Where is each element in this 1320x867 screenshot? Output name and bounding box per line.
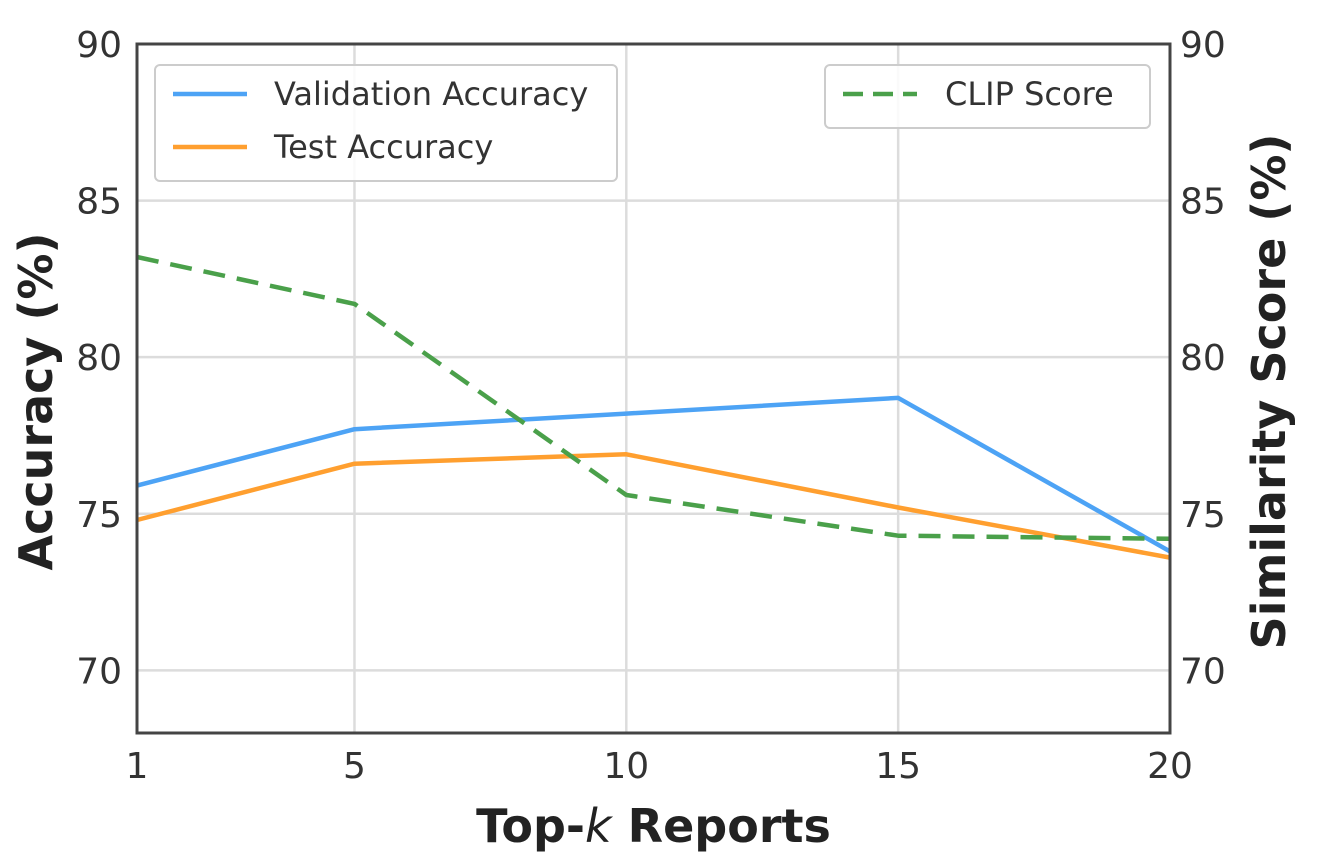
data-point	[897, 397, 899, 399]
x-tick-label: 20	[1147, 746, 1193, 787]
legend-clip: CLIP Score	[824, 64, 1151, 129]
y-tick-label: 80	[76, 338, 122, 379]
data-point	[353, 463, 355, 465]
data-point	[353, 428, 355, 430]
data-point	[625, 413, 627, 415]
legend-label: CLIP Score	[945, 75, 1114, 113]
y2-axis-title: Similarity Score (%)	[1242, 134, 1296, 650]
y2-tick-label: 75	[1180, 495, 1226, 536]
y2-tick-label: 90	[1180, 25, 1226, 66]
legend-label: Test Accuracy	[273, 128, 493, 166]
series-layer	[136, 254, 1172, 560]
y2-tick-label: 80	[1180, 338, 1226, 379]
y-tick-label: 75	[76, 495, 122, 536]
legend-label: Validation Accuracy	[274, 75, 588, 113]
x-tick-label: 15	[875, 746, 921, 787]
data-point	[897, 507, 899, 509]
y-axis-title: Accuracy (%)	[9, 232, 63, 570]
data-point	[625, 453, 627, 455]
data-point	[625, 494, 627, 496]
x-tick-label: 10	[603, 746, 649, 787]
y-tick-label: 85	[76, 182, 122, 223]
x-tick-label: 5	[343, 746, 366, 787]
plot-frame	[135, 42, 1172, 735]
legend-accuracy: Validation Accuracy Test Accuracy	[154, 64, 618, 182]
series-line-clip-score	[136, 254, 1171, 542]
x-tick-label: 1	[126, 746, 149, 787]
y-tick-label: 70	[76, 651, 122, 692]
y2-tick-label: 70	[1180, 651, 1226, 692]
series-line-test-accuracy	[136, 452, 1171, 560]
data-point	[353, 303, 355, 305]
x-axis-title: Top-k Reports	[476, 799, 831, 853]
y2-tick-label: 85	[1180, 182, 1226, 223]
legend-box	[154, 64, 618, 182]
legend-box	[824, 64, 1151, 129]
data-point	[897, 535, 899, 537]
y-tick-label: 90	[76, 25, 122, 66]
